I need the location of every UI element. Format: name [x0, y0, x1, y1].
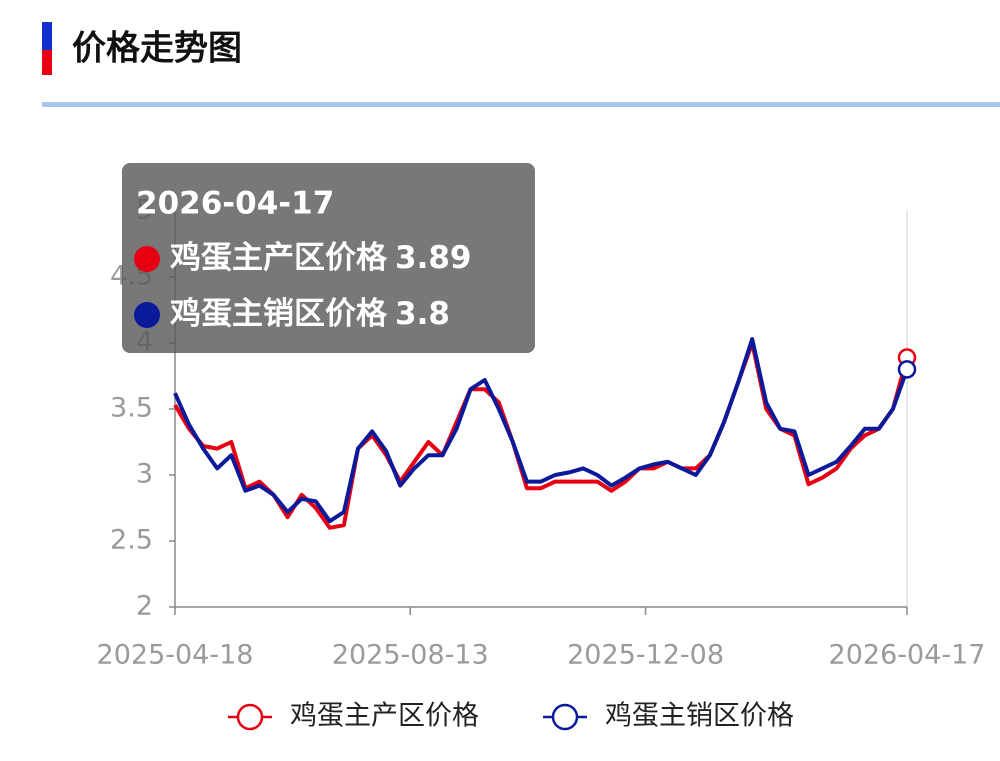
legend-marker — [551, 703, 579, 731]
title-accent — [42, 50, 52, 75]
legend-item[interactable]: 鸡蛋主产区价格 — [228, 701, 479, 732]
tooltip-item: 鸡蛋主销区价格 3.8 — [169, 296, 450, 332]
title-accent — [42, 22, 52, 50]
page-title: 价格走势图 — [72, 29, 242, 69]
tooltip-value: 3.89 — [395, 240, 472, 276]
x-tick-label: 2025-08-13 — [332, 640, 489, 671]
legend-item[interactable]: 鸡蛋主销区价格 — [543, 701, 794, 732]
x-tick-label: 2025-04-18 — [97, 640, 254, 671]
legend-label: 鸡蛋主产区价格 — [290, 701, 479, 732]
y-tick-label: 2.5 — [110, 525, 153, 556]
divider — [42, 102, 1000, 107]
y-tick-label: 2 — [136, 591, 153, 622]
series-line — [173, 337, 909, 524]
tooltip-dot — [134, 246, 160, 272]
tooltip-value: 3.8 — [395, 296, 450, 332]
x-tick-label: 2025-12-08 — [567, 640, 724, 671]
legend-marker — [236, 703, 264, 731]
tooltip-date: 2026-04-17 — [136, 186, 334, 222]
tooltip-item: 鸡蛋主产区价格 3.89 — [169, 240, 472, 276]
tooltip-dot — [134, 302, 160, 328]
x-tick-label: 2026-04-17 — [829, 640, 986, 671]
y-tick-label: 3.5 — [110, 393, 153, 424]
tooltip-box — [122, 163, 535, 353]
point-marker — [897, 360, 917, 379]
tooltip-name: 鸡蛋主销区价格 — [169, 296, 388, 332]
y-tick-label: 3 — [136, 459, 153, 490]
legend-label: 鸡蛋主销区价格 — [605, 701, 794, 732]
tooltip-name: 鸡蛋主产区价格 — [169, 240, 388, 276]
